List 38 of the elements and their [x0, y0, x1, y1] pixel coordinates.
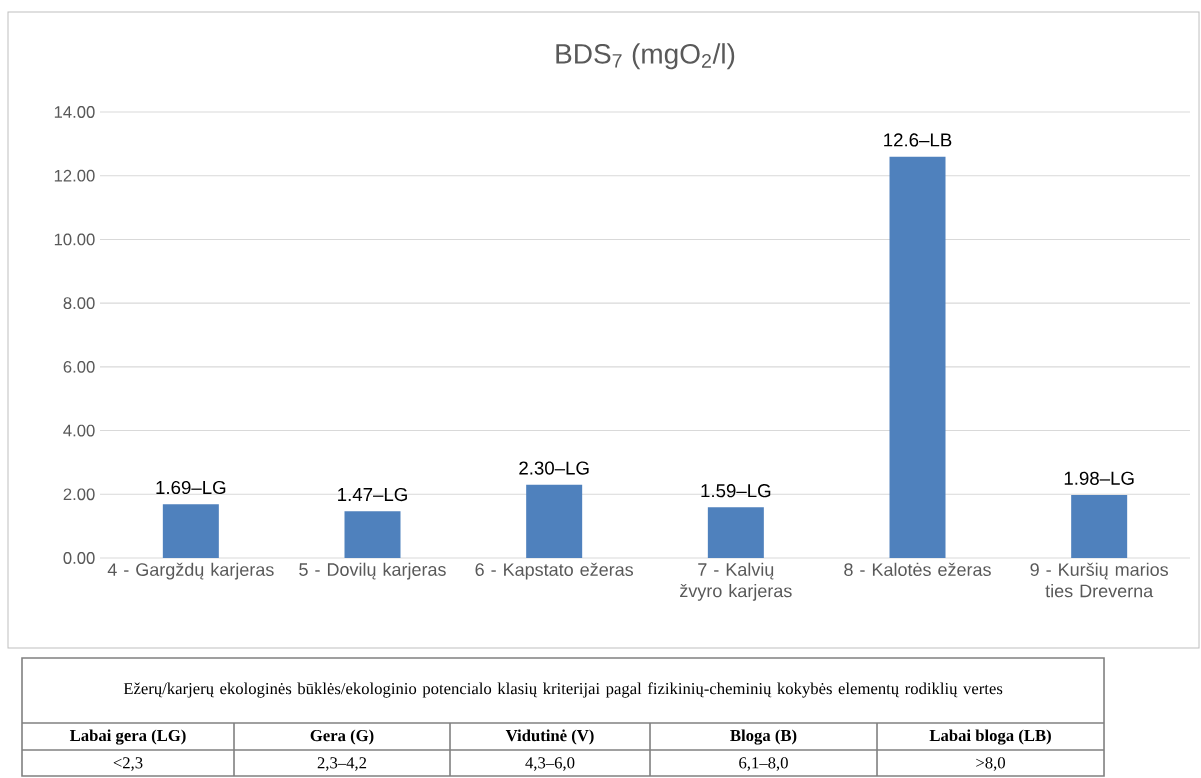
x-tick-label: 9 - Kuršių marios ties Dreverna — [1030, 562, 1168, 598]
text: 2,3–4,2 — [317, 757, 367, 771]
y-tick-label: 2.00 — [63, 488, 95, 501]
y-tick-label: 6.00 — [63, 360, 95, 373]
x-tick-label: 4 - Gargždų karjeras — [107, 562, 274, 580]
text: Vidutinė (V) — [505, 729, 594, 745]
y-tick-label: 12.00 — [54, 169, 95, 182]
y-tick-label: 8.00 — [63, 297, 95, 310]
text: 4,3–6,0 — [525, 757, 575, 771]
text: >8,0 — [976, 757, 1005, 771]
text: Bloga (B) — [730, 729, 797, 745]
bar — [889, 156, 946, 558]
chart-title: BDS$_{7}$ (mgO$_{2}$/l) — [556, 43, 735, 70]
bar — [344, 511, 401, 558]
data-label: 1.69–LG — [156, 480, 226, 495]
bar — [707, 507, 764, 558]
text: Labai bloga (LB) — [929, 729, 1051, 745]
text: <2,3 — [113, 757, 143, 771]
y-tick-label: 10.00 — [54, 233, 95, 246]
text: Labai gera (LG) — [69, 729, 186, 745]
data-label: 12.6–LB — [884, 133, 952, 147]
text: Ežerų/karjerų ekologinės būklės/ekologinio potencialo klasių kriterijai pagal fizikinių-cheminių kokybės elementų rodiklių vertes — [123, 682, 1003, 698]
x-tick-label: 5 - Dovilų karjeras — [299, 562, 446, 580]
data-label: 1.47–LG — [338, 487, 407, 502]
x-tick-label: 7 - Kalvių žvyro karjeras — [680, 562, 792, 601]
data-label: 1.59–LG — [701, 484, 771, 498]
bar — [162, 504, 219, 558]
bar — [1071, 494, 1128, 558]
bar — [526, 484, 583, 558]
text: Gera (G) — [310, 729, 374, 745]
x-tick-label: 6 - Kapstato ežeras — [475, 562, 634, 580]
x-tick-label: 8 - Kalotės ežeras — [844, 562, 991, 576]
y-tick-label: 14.00 — [54, 106, 95, 118]
data-label: 1.98–LG — [1064, 471, 1134, 485]
y-tick-label: 0.00 — [63, 552, 95, 564]
y-tick-label: 4.00 — [63, 424, 95, 437]
text: 6,1–8,0 — [739, 757, 788, 771]
data-label: 2.30–LG — [519, 461, 589, 475]
